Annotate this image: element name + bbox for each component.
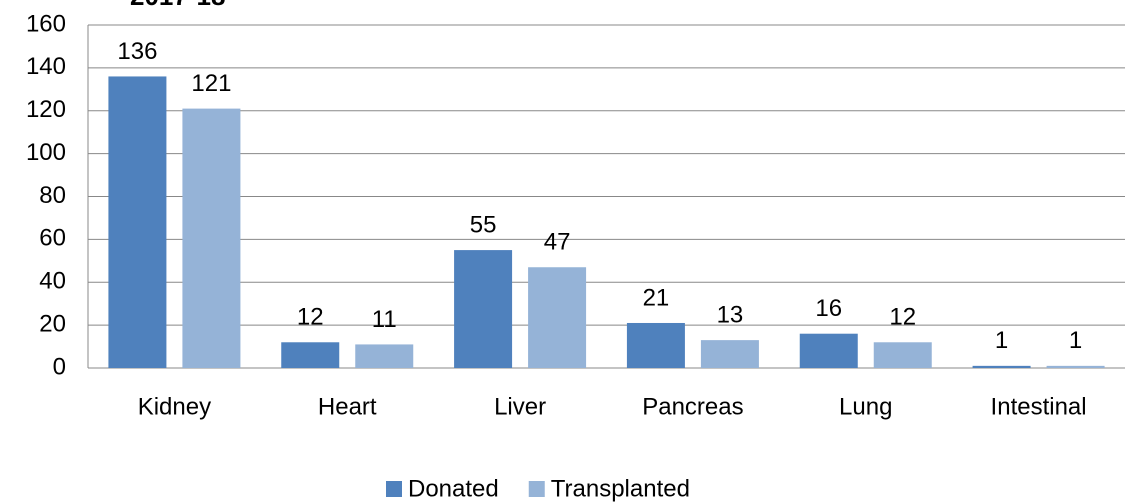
- bar: [700, 340, 759, 368]
- y-tick-label: 20: [39, 310, 66, 337]
- bar: [528, 267, 587, 368]
- y-tick-label: 140: [26, 53, 66, 80]
- data-label: 12: [297, 304, 324, 331]
- data-label: 11: [372, 306, 397, 333]
- data-label: 13: [717, 301, 744, 328]
- y-tick-label: 100: [26, 139, 66, 166]
- data-label: 21: [643, 284, 670, 311]
- data-label: 47: [544, 229, 571, 256]
- bar: [182, 108, 241, 368]
- legend-swatch: [528, 481, 545, 497]
- x-tick-label: Intestinal: [991, 393, 1087, 420]
- data-label: 136: [117, 38, 157, 65]
- bar: [1046, 365, 1105, 368]
- legend-label: Transplanted: [551, 475, 690, 502]
- bar: [873, 342, 932, 368]
- data-label: 1: [1069, 327, 1082, 354]
- x-tick-label: Kidney: [138, 393, 211, 420]
- legend-swatch: [386, 481, 402, 497]
- y-tick-label: 120: [26, 96, 66, 123]
- data-label: 1: [995, 327, 1008, 354]
- bar: [626, 322, 685, 368]
- legend-label: Donated: [408, 475, 499, 502]
- bar: [972, 365, 1031, 368]
- data-label: 16: [815, 295, 842, 322]
- x-tick-label: Pancreas: [642, 393, 743, 420]
- chart-title: 2017-18: [130, 0, 225, 11]
- data-label: 12: [889, 304, 916, 331]
- bar: [108, 76, 167, 368]
- y-tick-label: 0: [53, 353, 66, 380]
- x-tick-label: Liver: [494, 393, 546, 420]
- bar: [799, 333, 858, 368]
- x-tick-label: Lung: [839, 393, 892, 420]
- y-tick-label: 80: [39, 182, 66, 209]
- bar: [281, 342, 340, 368]
- y-tick-label: 60: [39, 225, 66, 252]
- y-tick-label: 40: [39, 268, 66, 295]
- bar: [355, 344, 414, 368]
- y-tick-label: 160: [26, 10, 66, 37]
- data-label: 121: [191, 70, 231, 97]
- bar: [454, 250, 513, 368]
- data-label: 55: [470, 211, 497, 238]
- x-tick-label: Heart: [318, 393, 377, 420]
